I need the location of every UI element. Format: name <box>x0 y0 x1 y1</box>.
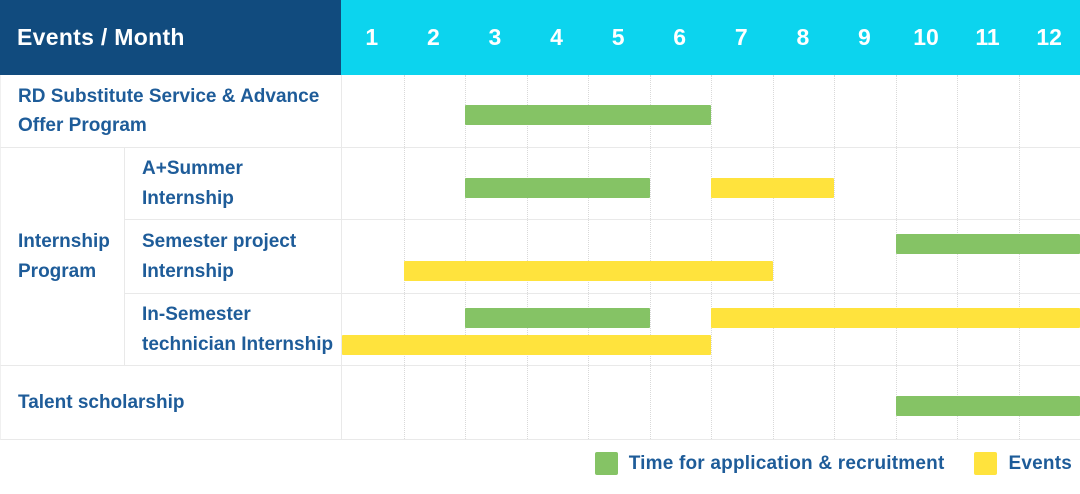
month-gridline <box>465 366 466 439</box>
gantt-bar-green <box>465 105 711 125</box>
legend: Time for application & recruitment Event… <box>594 452 1072 475</box>
month-label: 10 <box>913 24 939 50</box>
month-gridline <box>957 148 958 219</box>
month-gridline <box>834 220 835 293</box>
month-gridline <box>1018 75 1020 147</box>
events-month-table: Events / Month 1 2 3 4 5 6 7 8 9 10 11 12 RD Substi… <box>0 0 1080 440</box>
gantt-bar-green <box>895 234 1080 254</box>
month-label: 2 <box>426 24 440 50</box>
month-label: 8 <box>796 24 810 50</box>
month-header-row: 1 2 3 4 5 6 7 8 9 10 11 12 <box>341 0 1080 75</box>
month-gridline <box>465 294 466 365</box>
month-label: 4 <box>550 24 563 50</box>
month-label: 7 <box>734 24 748 50</box>
row-label-semester-project: Semester project Internship <box>124 220 341 294</box>
gantt-bar-green <box>465 308 650 328</box>
gantt-bar-yellow <box>403 261 773 281</box>
gantt-grid-row <box>341 294 1080 366</box>
row-label-a-summer: A+Summer Internship <box>124 148 341 220</box>
table-header-events-month: Events / Month <box>0 0 341 75</box>
row-label-talent-scholarship: Talent scholarship <box>0 366 341 440</box>
month-gridline <box>895 148 897 219</box>
month-label: 3 <box>488 24 502 50</box>
month-gridline <box>772 220 774 293</box>
month-gridline <box>1018 148 1020 219</box>
green-swatch-icon <box>594 452 618 475</box>
month-gridline <box>465 220 466 293</box>
month-gridline <box>834 75 835 147</box>
month-gridline <box>403 220 405 293</box>
legend-item-events: Events <box>974 452 1072 475</box>
row-label-text: RD Substitute Service & Advance Offer Pr… <box>18 85 320 136</box>
month-gridline <box>772 75 774 147</box>
month-gridline <box>649 366 651 439</box>
gantt-bar-green <box>465 178 650 198</box>
gantt-bar-green <box>895 396 1080 416</box>
month-gridline <box>895 294 897 365</box>
row-label-in-semester-technician: In-Semester technician Internship <box>124 294 341 366</box>
month-label: 9 <box>858 24 871 50</box>
month-label: 5 <box>611 24 625 50</box>
month-gridline <box>772 366 774 439</box>
month-gridline <box>711 220 712 293</box>
yellow-swatch-icon <box>974 452 998 475</box>
row-label-rd-substitute: RD Substitute Service & Advance Offer Pr… <box>0 75 341 148</box>
month-gridline <box>834 366 835 439</box>
month-label: 6 <box>673 24 687 50</box>
month-gridline <box>711 75 712 147</box>
month-gridline <box>649 294 651 365</box>
month-gridline <box>649 220 651 293</box>
gantt-grid-row <box>341 220 1080 294</box>
month-label: 11 <box>975 24 1000 50</box>
month-gridline <box>588 366 589 439</box>
month-gridline <box>588 294 589 365</box>
month-gridline <box>403 294 405 365</box>
month-gridline <box>895 220 897 293</box>
month-gridline <box>957 75 958 147</box>
month-gridline <box>957 294 958 365</box>
month-gridline <box>1018 294 1020 365</box>
month-gridline <box>1018 220 1020 293</box>
gantt-grid-row <box>341 75 1080 148</box>
month-gridline <box>526 366 528 439</box>
group-label-internship-program: Internship Program <box>0 148 124 366</box>
month-gridline <box>588 220 589 293</box>
legend-label: Events <box>1008 452 1072 474</box>
month-gridline <box>834 294 835 365</box>
month-gridline <box>957 220 958 293</box>
legend-item-application: Time for application & recruitment <box>594 452 945 475</box>
month-label: 1 <box>365 24 379 50</box>
month-gridline <box>711 294 712 365</box>
month-gridline <box>772 294 774 365</box>
gantt-grid-row <box>341 148 1080 220</box>
gantt-grid-row <box>341 366 1080 440</box>
month-gridline <box>834 148 835 219</box>
gantt-bar-yellow <box>711 308 1080 328</box>
month-gridline <box>526 294 528 365</box>
legend-label: Time for application & recruitment <box>628 452 945 474</box>
gantt-bar-yellow <box>342 335 711 355</box>
month-gridline <box>403 75 405 147</box>
month-label: 12 <box>1036 24 1062 50</box>
row-label-text: In-Semester technician Internship <box>142 304 334 355</box>
month-gridline <box>711 366 712 439</box>
month-gridline <box>403 148 405 219</box>
header-title: Events / Month <box>17 24 185 50</box>
row-label-text: Talent scholarship <box>18 391 185 413</box>
row-label-text: Semester project Internship <box>142 231 297 282</box>
row-label-text: A+Summer Internship <box>142 158 243 209</box>
month-gridline <box>649 148 651 219</box>
gantt-bar-yellow <box>711 178 834 198</box>
month-gridline <box>526 220 528 293</box>
month-gridline <box>403 366 405 439</box>
month-gridline <box>895 75 897 147</box>
group-label-text: Internship Program <box>18 231 110 282</box>
